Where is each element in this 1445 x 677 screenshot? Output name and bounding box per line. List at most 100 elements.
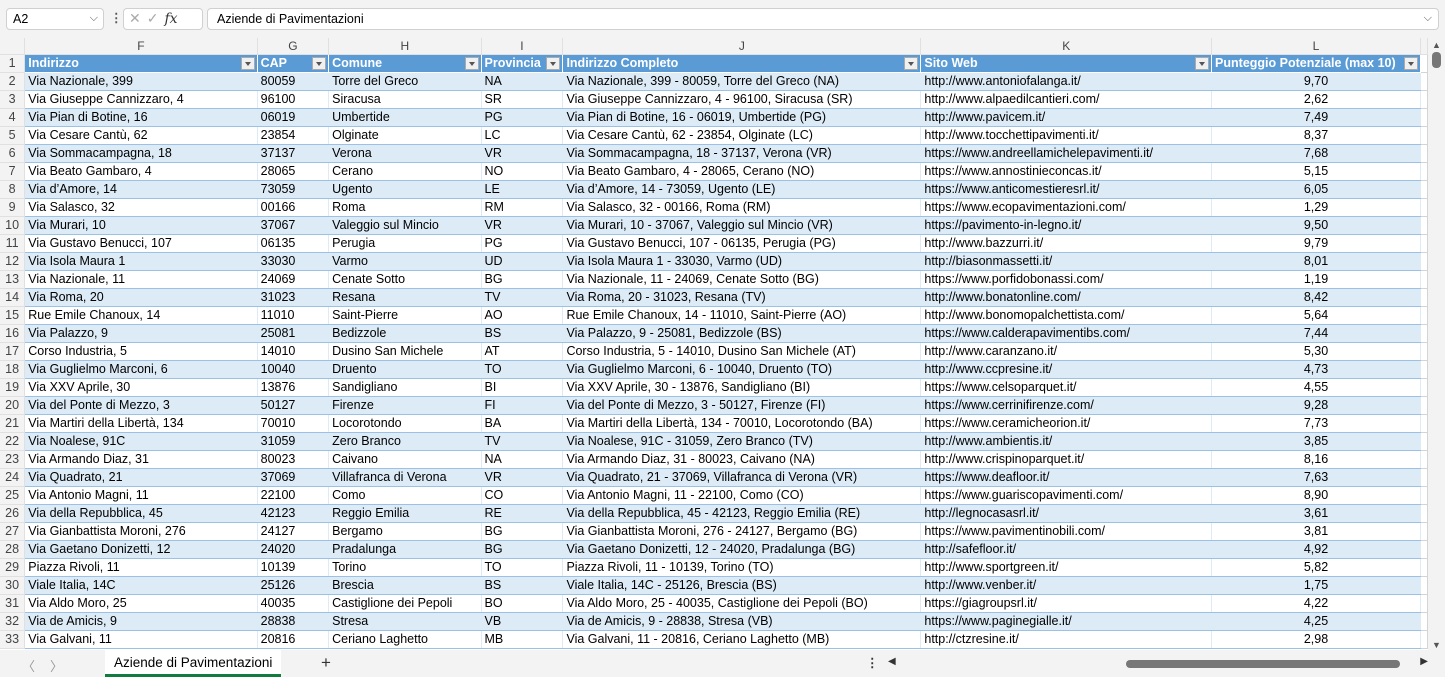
cell-provincia[interactable]: NA xyxy=(481,72,564,91)
cell-sito-web[interactable]: http://www.tocchettipavimenti.it/ xyxy=(920,126,1213,145)
cell-sito-web[interactable]: https://pavimento-in-legno.it/ xyxy=(920,216,1213,235)
cell-indirizzo[interactable]: Via Aldo Moro, 25 xyxy=(24,594,258,613)
cell-provincia[interactable]: LE xyxy=(481,180,564,199)
cell-cap[interactable]: 25126 xyxy=(257,576,330,595)
cell-sito-web[interactable]: http://safefloor.it/ xyxy=(920,540,1213,559)
row-number[interactable]: 32 xyxy=(0,612,26,631)
cell-comune[interactable]: Locorotondo xyxy=(328,414,482,433)
cell-provincia[interactable]: PG xyxy=(481,108,564,127)
cell-provincia[interactable]: TV xyxy=(481,288,564,307)
cell-provincia[interactable]: AT xyxy=(481,342,564,361)
row-number[interactable]: 7 xyxy=(0,162,26,181)
cell-indirizzo[interactable]: Via Armando Diaz, 31 xyxy=(24,450,258,469)
cell-punteggio[interactable]: 4,92 xyxy=(1211,540,1421,559)
cell-indirizzo-completo[interactable]: Via Giuseppe Cannizzaro, 4 - 96100, Sira… xyxy=(562,90,922,109)
formula-input[interactable]: Aziende di Pavimentazioni ⌵ xyxy=(207,8,1439,30)
cell-comune[interactable]: Ceriano Laghetto xyxy=(328,630,482,649)
cell-indirizzo[interactable]: Via Giuseppe Cannizzaro, 4 xyxy=(24,90,258,109)
next-sheet-icon[interactable]: 〉 xyxy=(50,659,64,674)
cell-comune[interactable]: Roma xyxy=(328,198,482,217)
cell-sito-web[interactable]: http://www.sportgreen.it/ xyxy=(920,558,1213,577)
column-header-F[interactable]: F xyxy=(24,38,258,55)
cell-indirizzo[interactable]: Via Guglielmo Marconi, 6 xyxy=(24,360,258,379)
cell-provincia[interactable]: TV xyxy=(481,432,564,451)
cell-cap[interactable]: 40035 xyxy=(257,594,330,613)
row-number[interactable]: 33 xyxy=(0,630,26,649)
cell-indirizzo[interactable]: Via Gustavo Benucci, 107 xyxy=(24,234,258,253)
cell-indirizzo-completo[interactable]: Via Nazionale, 399 - 80059, Torre del Gr… xyxy=(562,72,922,91)
cell-indirizzo[interactable]: Via Roma, 20 xyxy=(24,288,258,307)
cell-comune[interactable]: Cenate Sotto xyxy=(328,270,482,289)
cell-punteggio[interactable]: 9,28 xyxy=(1211,396,1421,415)
cell-indirizzo[interactable]: Via Martiri della Libertà, 134 xyxy=(24,414,258,433)
column-header-K[interactable]: K xyxy=(920,38,1213,55)
cell-sito-web[interactable]: https://www.annostinieconcas.it/ xyxy=(920,162,1213,181)
cell-sito-web[interactable]: http://legnocasasrl.it/ xyxy=(920,504,1213,523)
cell-provincia[interactable]: UD xyxy=(481,252,564,271)
cell-comune[interactable]: Resana xyxy=(328,288,482,307)
cell-sito-web[interactable]: http://www.ambientis.it/ xyxy=(920,432,1213,451)
cell-provincia[interactable]: CO xyxy=(481,486,564,505)
vertical-scrollbar[interactable]: ▲ ▼ xyxy=(1428,38,1445,650)
cell-comune[interactable]: Olginate xyxy=(328,126,482,145)
header-cell[interactable]: Sito Web xyxy=(920,54,1213,73)
cell-indirizzo[interactable]: Via Cesare Cantù, 62 xyxy=(24,126,258,145)
cell-punteggio[interactable]: 1,29 xyxy=(1211,198,1421,217)
more-options-icon[interactable]: ⋮ xyxy=(110,11,123,25)
cell-comune[interactable]: Sandigliano xyxy=(328,378,482,397)
cell-indirizzo-completo[interactable]: Via Martiri della Libertà, 134 - 70010, … xyxy=(562,414,922,433)
chevron-down-icon[interactable]: ⌵ xyxy=(89,12,98,24)
cell-provincia[interactable]: BS xyxy=(481,576,564,595)
cell-cap[interactable]: 10040 xyxy=(257,360,330,379)
cell-provincia[interactable]: PG xyxy=(481,234,564,253)
cell-cap[interactable]: 50127 xyxy=(257,396,330,415)
cell-sito-web[interactable]: https://www.pavimentinobili.com/ xyxy=(920,522,1213,541)
cell-comune[interactable]: Verona xyxy=(328,144,482,163)
cell-indirizzo-completo[interactable]: Via Pian di Botine, 16 - 06019, Umbertid… xyxy=(562,108,922,127)
cell-provincia[interactable]: FI xyxy=(481,396,564,415)
cell-provincia[interactable]: MB xyxy=(481,630,564,649)
cell-cap[interactable]: 06019 xyxy=(257,108,330,127)
cell-indirizzo[interactable]: Via Nazionale, 399 xyxy=(24,72,258,91)
column-header-L[interactable]: L xyxy=(1211,38,1421,55)
header-cell[interactable]: Comune xyxy=(328,54,482,73)
cell-cap[interactable]: 00166 xyxy=(257,198,330,217)
filter-dropdown-icon[interactable] xyxy=(904,56,919,70)
cell-comune[interactable]: Pradalunga xyxy=(328,540,482,559)
row-number[interactable]: 8 xyxy=(0,180,26,199)
cell-indirizzo[interactable]: Via Palazzo, 9 xyxy=(24,324,258,343)
cell-indirizzo[interactable]: Via de Amicis, 9 xyxy=(24,612,258,631)
cell-punteggio[interactable]: 5,15 xyxy=(1211,162,1421,181)
cell-indirizzo-completo[interactable]: Via d’Amore, 14 - 73059, Ugento (LE) xyxy=(562,180,922,199)
cell-provincia[interactable]: RM xyxy=(481,198,564,217)
cell-comune[interactable]: Reggio Emilia xyxy=(328,504,482,523)
cell-comune[interactable]: Caivano xyxy=(328,450,482,469)
cell-sito-web[interactable]: http://ctzresine.it/ xyxy=(920,630,1213,649)
cell-provincia[interactable]: VR xyxy=(481,216,564,235)
cell-comune[interactable]: Bergamo xyxy=(328,522,482,541)
cell-punteggio[interactable]: 7,49 xyxy=(1211,108,1421,127)
cell-comune[interactable]: Umbertide xyxy=(328,108,482,127)
cell-indirizzo-completo[interactable]: Via Antonio Magni, 11 - 22100, Como (CO) xyxy=(562,486,922,505)
cell-comune[interactable]: Brescia xyxy=(328,576,482,595)
scroll-down-icon[interactable]: ▼ xyxy=(1432,640,1441,650)
cell-provincia[interactable]: BG xyxy=(481,540,564,559)
filter-dropdown-icon[interactable] xyxy=(1195,56,1210,70)
cell-punteggio[interactable]: 8,37 xyxy=(1211,126,1421,145)
cancel-icon[interactable]: ✕ xyxy=(129,10,147,26)
cell-provincia[interactable]: BG xyxy=(481,270,564,289)
cell-punteggio[interactable]: 8,42 xyxy=(1211,288,1421,307)
filter-dropdown-icon[interactable] xyxy=(546,56,561,70)
row-number[interactable]: 3 xyxy=(0,90,26,109)
cell-sito-web[interactable]: https://www.andreellamichelepavimenti.it… xyxy=(920,144,1213,163)
cell-sito-web[interactable]: https://www.celsoparquet.it/ xyxy=(920,378,1213,397)
row-number[interactable]: 4 xyxy=(0,108,26,127)
cell-indirizzo[interactable]: Via Noalese, 91C xyxy=(24,432,258,451)
cell-sito-web[interactable]: https://www.ecopavimentazioni.com/ xyxy=(920,198,1213,217)
cell-provincia[interactable]: BI xyxy=(481,378,564,397)
cell-punteggio[interactable]: 4,55 xyxy=(1211,378,1421,397)
cell-indirizzo-completo[interactable]: Via Noalese, 91C - 31059, Zero Branco (T… xyxy=(562,432,922,451)
cell-punteggio[interactable]: 2,98 xyxy=(1211,630,1421,649)
cell-indirizzo-completo[interactable]: Via Aldo Moro, 25 - 40035, Castiglione d… xyxy=(562,594,922,613)
scroll-thumb[interactable] xyxy=(1126,660,1400,668)
